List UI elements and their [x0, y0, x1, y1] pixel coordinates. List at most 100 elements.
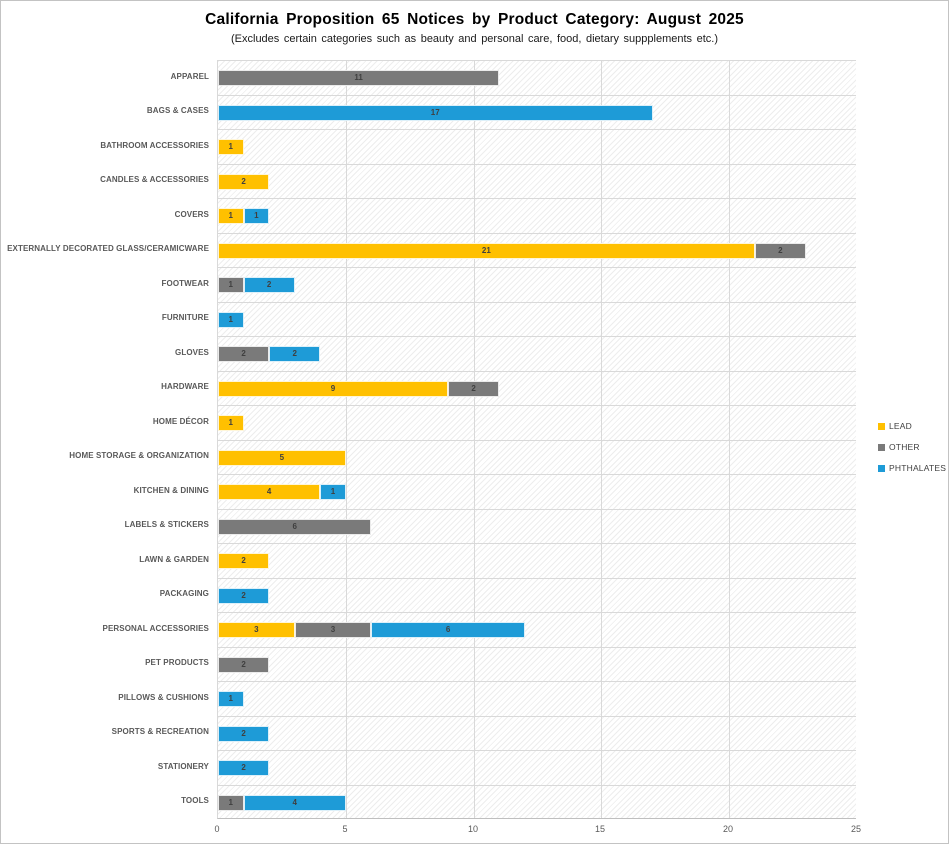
x-axis-tick-label: 25 [850, 824, 862, 834]
bar-value-label: 2 [241, 176, 246, 186]
bar-segment-lead: 2 [218, 173, 270, 190]
bar-value-label: 4 [292, 797, 297, 807]
bar-segment-other: 11 [218, 70, 500, 87]
bar-value-label: 2 [241, 728, 246, 738]
bar-row: 21 2 [218, 234, 856, 268]
bar-row: 2 [218, 165, 856, 199]
category-label: SPORTS & RECREATION [111, 727, 209, 737]
bar-value-label: 11 [354, 73, 363, 83]
bar-row: 1 [218, 303, 856, 337]
legend-swatch-icon [878, 443, 885, 451]
gridline [474, 61, 475, 818]
bar-segment-phthalates: 1 [243, 208, 270, 225]
bar-value-label: 1 [228, 418, 233, 428]
legend-item: LEAD [878, 421, 948, 431]
category-label: CANDLES & ACCESSORIES [100, 175, 209, 185]
bar-segment-lead: 1 [218, 208, 244, 225]
legend-swatch-icon [878, 464, 885, 472]
bar-value-label: 2 [471, 383, 476, 393]
bar-value-label: 6 [445, 625, 451, 635]
bar-segment-lead: 2 [218, 553, 270, 570]
bar-segment-other: 1 [218, 277, 244, 294]
bar-segment-lead: 4 [218, 484, 321, 501]
category-label: PACKAGING [159, 589, 209, 599]
bar-value-label: 2 [241, 659, 246, 669]
category-label: HOME DÉCOR [152, 416, 209, 426]
bar-value-label: 17 [430, 107, 440, 117]
bar-row: 5 [218, 441, 856, 475]
bar-row: 3 3 6 [218, 613, 856, 648]
bar-value-label: 1 [228, 280, 233, 290]
bar-row: 17 [218, 96, 856, 130]
bar-value-label: 1 [228, 211, 233, 221]
category-label: PET PRODUCTS [145, 658, 209, 668]
category-label: BATHROOM ACCESSORIES [100, 140, 209, 150]
bar-segment-phthalates: 1 [218, 691, 244, 708]
category-label: HARDWARE [161, 382, 209, 392]
x-axis: 0 5 10 15 20 25 [214, 822, 861, 840]
category-label: STATIONERY [157, 761, 209, 771]
bar-segment-lead: 3 [218, 622, 295, 639]
bar-row: 1 [218, 406, 856, 441]
x-axis-tick-label: 15 [594, 824, 606, 834]
gridline [729, 61, 730, 818]
category-label: EXTERNALLY DECORATED GLASS/CERAMICWARE [7, 244, 209, 254]
bar-segment-other: 1 [218, 794, 244, 811]
bar-segment-lead: 1 [218, 415, 244, 432]
bar-value-label: 2 [241, 556, 246, 566]
chart-title: California Proposition 65 Notices by Pro… [205, 11, 744, 28]
bar-value-label: 3 [330, 625, 336, 635]
bar-segment-other: 2 [448, 380, 500, 397]
bar-segment-phthalates: 2 [218, 760, 270, 777]
category-label: KITCHEN & DINING [133, 485, 209, 495]
bar-segment-phthalates: 6 [371, 622, 525, 639]
bar-value-label: 9 [330, 383, 336, 393]
bar-segment-phthalates: 2 [243, 277, 295, 294]
bar-value-label: 5 [279, 452, 285, 462]
bar-segment-lead: 1 [218, 139, 244, 156]
bar-value-label: 2 [778, 245, 783, 255]
x-axis-tick-label: 0 [214, 824, 220, 834]
gridline [601, 61, 602, 818]
bar-row: 1 [218, 130, 856, 165]
bar-segment-lead: 9 [218, 380, 449, 397]
bar-segment-lead: 5 [218, 449, 346, 466]
category-label: FURNITURE [161, 313, 209, 323]
bar-value-label: 1 [228, 694, 233, 704]
category-label: HOME STORAGE & ORGANIZATION [69, 451, 209, 461]
bar-value-label: 1 [254, 211, 259, 221]
category-label: APPAREL [170, 71, 209, 81]
bar-segment-phthalates: 17 [218, 104, 653, 121]
bar-segment-lead: 21 [218, 242, 755, 259]
x-axis-tick-label: 20 [722, 824, 734, 834]
bar-segment-phthalates: 2 [218, 725, 270, 742]
bar-segment-phthalates: 2 [218, 587, 270, 604]
category-label: LAWN & GARDEN [139, 554, 209, 564]
bar-row: 2 [218, 544, 856, 579]
legend-label: LEAD [889, 421, 913, 431]
legend-item: PHTHALATES [878, 463, 948, 473]
legend: LEAD OTHER PHTHALATES [878, 421, 948, 484]
x-axis-tick-label: 5 [342, 824, 348, 834]
category-label: LABELS & STICKERS [124, 520, 209, 530]
bar-segment-other: 2 [218, 346, 270, 363]
bar-value-label: 1 [228, 314, 233, 324]
category-label: COVERS [174, 209, 209, 219]
legend-label: PHTHALATES [889, 463, 947, 473]
bar-value-label: 2 [241, 590, 246, 600]
bar-row: 2 [218, 648, 856, 682]
bar-value-label: 1 [228, 797, 233, 807]
category-label: PILLOWS & CUSHIONS [118, 692, 209, 702]
chart-subtitle: (Excludes certain categories such as bea… [231, 33, 718, 45]
bar-value-label: 2 [241, 349, 246, 359]
bar-segment-other: 6 [218, 518, 372, 535]
bar-value-label: 3 [254, 625, 259, 635]
bar-segment-phthalates: 1 [218, 311, 244, 328]
category-label: PERSONAL ACCESSORIES [102, 623, 209, 633]
